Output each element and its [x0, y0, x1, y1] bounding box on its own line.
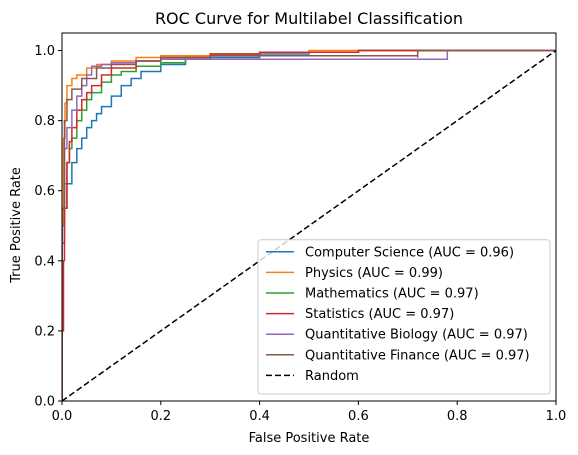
legend: Computer Science (AUC = 0.96) Physics (AU… [257, 239, 551, 395]
x-axis-label: False Positive Rate [249, 431, 370, 446]
legend-label: Computer Science (AUC = 0.96) [305, 245, 514, 260]
y-tick-label: 0.8 [34, 114, 55, 129]
series-group [62, 49, 556, 401]
chart-title: ROC Curve for Multilabel Classification [155, 9, 463, 28]
series-line-0 [62, 49, 556, 401]
y-tick-label: 0.2 [34, 324, 55, 339]
series-line-6 [62, 49, 556, 401]
legend-label: Quantitative Biology (AUC = 0.97) [305, 328, 528, 343]
legend-label: Mathematics (AUC = 0.97) [305, 287, 479, 302]
y-axis-label: True Positive Rate [9, 167, 24, 284]
x-tick-label: 0.2 [150, 409, 171, 424]
legend-label: Statistics (AUC = 0.97) [305, 307, 454, 322]
x-tick-label: 0.8 [447, 409, 468, 424]
plot-frame [61, 32, 557, 402]
x-tick-label: 0.6 [348, 409, 369, 424]
x-tick-label: 0.0 [52, 409, 73, 424]
legend-box [257, 239, 551, 395]
y-tick-label: 0.6 [34, 184, 55, 199]
y-axis-ticks: 0.0 0.2 0.4 0.6 0.8 1.0 [34, 44, 62, 410]
legend-label: Random [305, 369, 359, 384]
y-tick-label: 0.4 [34, 254, 55, 269]
legend-label: Physics (AUC = 0.99) [305, 266, 443, 281]
series-line-5 [62, 49, 556, 401]
x-tick-label: 1.0 [546, 409, 567, 424]
y-tick-label: 1.0 [34, 44, 55, 59]
series-line-4 [62, 49, 556, 401]
series-line-3 [62, 49, 556, 401]
x-tick-label: 0.4 [249, 409, 270, 424]
y-tick-label: 0.0 [34, 395, 55, 410]
x-axis-ticks: 0.0 0.2 0.4 0.6 0.8 1.0 [52, 401, 567, 424]
legend-label: Quantitative Finance (AUC = 0.97) [305, 348, 530, 363]
plot-area [61, 32, 557, 402]
